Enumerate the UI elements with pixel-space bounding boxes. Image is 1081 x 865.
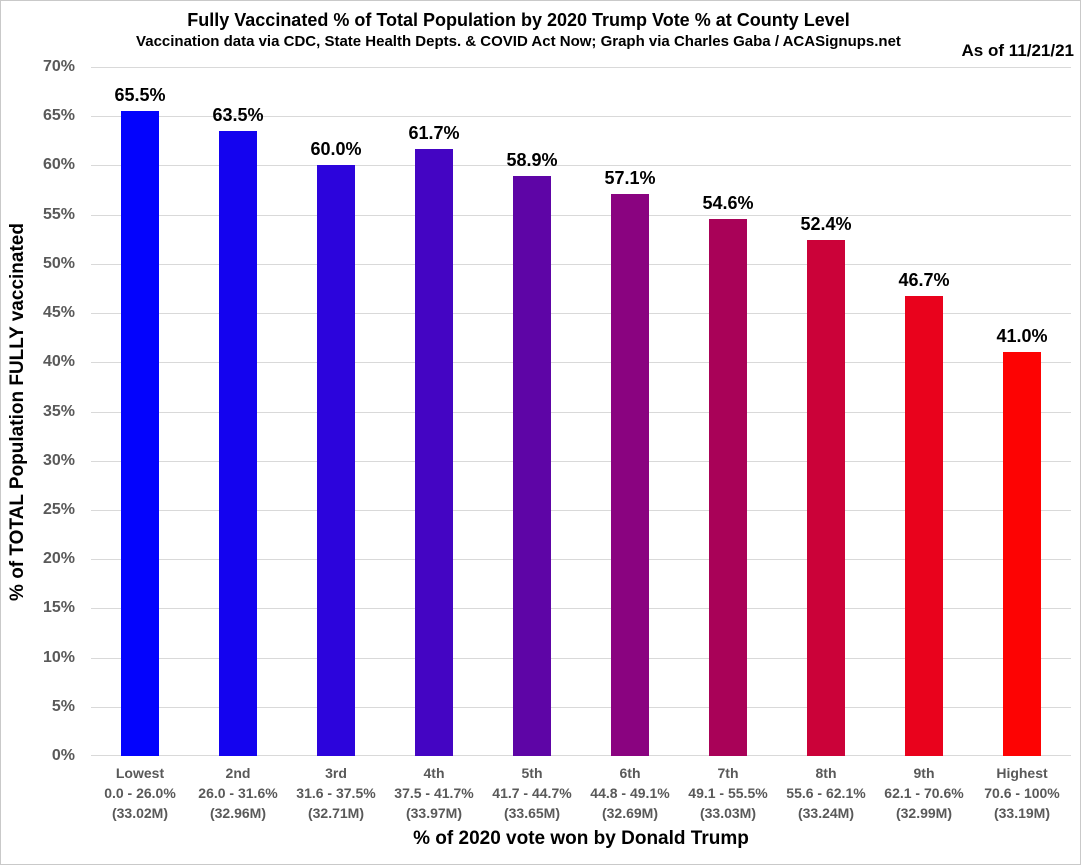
y-tick-label: 50% xyxy=(42,255,75,272)
bar xyxy=(905,296,943,756)
y-tick-label: 5% xyxy=(51,698,75,715)
gridline xyxy=(91,215,1071,216)
x-tick-population: (33.03M) xyxy=(699,805,757,821)
bar-value-label: 61.7% xyxy=(408,123,460,143)
x-tick-label: 3rd 31.6 - 37.5% (32.71M) xyxy=(282,763,390,823)
gridline xyxy=(91,412,1071,413)
y-tick-label: 0% xyxy=(51,747,75,764)
y-tick-label: 15% xyxy=(42,599,75,616)
y-tick-label: 10% xyxy=(42,649,75,666)
bar xyxy=(807,240,845,756)
bar-value-label: 63.5% xyxy=(212,105,264,125)
y-tick-label: 45% xyxy=(42,304,75,321)
plot-area: 65.5% 63.5% 60.0% 61.7% 58.9% 57.1% 54.6% 52.4%… xyxy=(91,67,1071,756)
y-tick-label: 55% xyxy=(42,206,75,223)
y-tick-label: 30% xyxy=(42,452,75,469)
bar-value-label: 46.7% xyxy=(898,270,950,290)
x-tick-population: (32.99M) xyxy=(895,805,953,821)
x-axis-tick-labels: Lowest 0.0 - 26.0% (33.02M) 2nd 26.0 - 31.6%… xyxy=(91,763,1071,827)
gridline xyxy=(91,165,1071,166)
gridline xyxy=(91,461,1071,462)
x-tick-label: 6th 44.8 - 49.1% (32.69M) xyxy=(576,763,684,823)
x-tick-range: 26.0 - 31.6% xyxy=(198,785,278,801)
bar-value-label: 65.5% xyxy=(114,85,166,105)
bar-value-label: 57.1% xyxy=(604,168,656,188)
x-tick-label: 7th 49.1 - 55.5% (33.03M) xyxy=(674,763,782,823)
x-tick-population: (33.97M) xyxy=(405,805,463,821)
x-tick-rank: 6th xyxy=(619,765,641,781)
x-tick-label: 9th 62.1 - 70.6% (32.99M) xyxy=(870,763,978,823)
x-tick-label: 5th 41.7 - 44.7% (33.65M) xyxy=(478,763,586,823)
gridline xyxy=(91,362,1071,363)
bar xyxy=(121,111,159,756)
gridline xyxy=(91,755,1071,756)
x-tick-range: 44.8 - 49.1% xyxy=(590,785,670,801)
x-tick-population: (33.65M) xyxy=(503,805,561,821)
bar-value-label: 60.0% xyxy=(310,139,362,159)
bar-value-label: 41.0% xyxy=(996,326,1048,346)
gridline xyxy=(91,707,1071,708)
x-tick-rank: 2nd xyxy=(225,765,251,781)
x-tick-label: 2nd 26.0 - 31.6% (32.96M) xyxy=(184,763,292,823)
bar xyxy=(611,194,649,756)
y-tick-label: 25% xyxy=(42,501,75,518)
bar xyxy=(219,131,257,756)
bar-value-label: 52.4% xyxy=(800,214,852,234)
x-tick-population: (32.96M) xyxy=(209,805,267,821)
y-axis-tick-labels: 0% 5% 10% 15% 20% 25% 30% 35% 40% 45% 50% 55% 60% 65%… xyxy=(1,58,83,764)
y-tick-label: 35% xyxy=(42,403,75,420)
gridline xyxy=(91,116,1071,117)
x-tick-range: 37.5 - 41.7% xyxy=(394,785,474,801)
x-tick-range: 0.0 - 26.0% xyxy=(104,785,176,801)
bar xyxy=(513,176,551,756)
x-tick-range: 41.7 - 44.7% xyxy=(492,785,572,801)
x-tick-range: 55.6 - 62.1% xyxy=(786,785,866,801)
x-tick-range: 62.1 - 70.6% xyxy=(884,785,964,801)
x-tick-rank: 7th xyxy=(717,765,739,781)
gridline xyxy=(91,67,1071,68)
x-tick-rank: 8th xyxy=(815,765,837,781)
x-tick-population: (32.71M) xyxy=(307,805,365,821)
x-tick-label: 4th 37.5 - 41.7% (33.97M) xyxy=(380,763,488,823)
x-tick-label: 8th 55.6 - 62.1% (33.24M) xyxy=(772,763,880,823)
x-tick-range: 70.6 - 100% xyxy=(984,785,1060,801)
x-tick-range: 49.1 - 55.5% xyxy=(688,785,768,801)
bar xyxy=(1003,352,1041,756)
x-tick-population: (33.19M) xyxy=(993,805,1051,821)
y-tick-label: 20% xyxy=(42,550,75,567)
x-tick-range: 31.6 - 37.5% xyxy=(296,785,376,801)
bar xyxy=(415,149,453,756)
x-axis-title: % of 2020 vote won by Donald Trump xyxy=(413,828,749,849)
x-tick-population: (33.02M) xyxy=(111,805,169,821)
chart-title: Fully Vaccinated % of Total Population b… xyxy=(187,10,850,30)
x-tick-population: (32.69M) xyxy=(601,805,659,821)
x-tick-rank: 3rd xyxy=(325,765,347,781)
x-tick-label: Lowest 0.0 - 26.0% (33.02M) xyxy=(86,763,194,823)
gridline xyxy=(91,608,1071,609)
gridline xyxy=(91,313,1071,314)
bar xyxy=(317,165,355,756)
chart-subtitle: Vaccination data via CDC, State Health D… xyxy=(136,33,901,50)
x-tick-rank: 5th xyxy=(521,765,543,781)
y-tick-label: 40% xyxy=(42,353,75,370)
gridline xyxy=(91,658,1071,659)
y-tick-label: 65% xyxy=(42,107,75,124)
gridline xyxy=(91,510,1071,511)
x-tick-rank: 4th xyxy=(423,765,445,781)
x-tick-rank: Lowest xyxy=(115,765,165,781)
y-tick-label: 60% xyxy=(42,156,75,173)
x-tick-label: Highest 70.6 - 100% (33.19M) xyxy=(968,763,1076,823)
bar-value-label: 54.6% xyxy=(702,193,754,213)
x-tick-rank: 9th xyxy=(913,765,935,781)
as-of-date: As of 11/21/21 xyxy=(961,41,1074,60)
gridline xyxy=(91,264,1071,265)
x-tick-population: (33.24M) xyxy=(797,805,855,821)
y-tick-label: 70% xyxy=(42,58,75,75)
bar-value-label: 58.9% xyxy=(506,150,558,170)
bar xyxy=(709,219,747,756)
x-tick-rank: Highest xyxy=(996,765,1048,781)
gridline xyxy=(91,559,1071,560)
